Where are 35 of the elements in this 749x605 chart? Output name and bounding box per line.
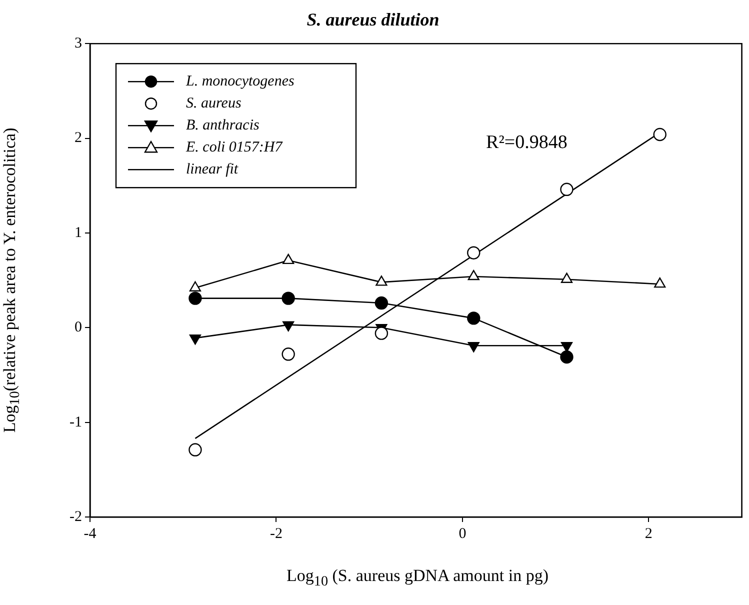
legend-label: linear fit [186, 162, 239, 178]
point [282, 348, 295, 361]
point [374, 326, 388, 340]
annotation: R²=0.9848 [486, 132, 568, 153]
point [282, 292, 295, 305]
x-axis-title: Log$_{10}$ (S. aureus gDNA amount in pg) [285, 566, 550, 590]
legend-label: S. aureus [186, 96, 242, 112]
y-tick-label: 1 [74, 224, 82, 241]
y-tick-label: 0 [74, 320, 82, 336]
point [560, 350, 574, 364]
point [560, 272, 573, 283]
legend-label: L. monocytogenes [185, 74, 294, 90]
legend-label: B. anthracis [186, 118, 260, 134]
point [188, 443, 202, 456]
point [282, 254, 294, 264]
point [653, 128, 666, 142]
point [376, 276, 388, 286]
point [467, 246, 480, 260]
point [467, 312, 480, 325]
point [189, 281, 202, 292]
x-tick-label: 0 [458, 526, 466, 542]
y-tick-label: -1 [70, 414, 82, 430]
x-tick-label: 2 [644, 526, 652, 542]
point [654, 277, 666, 288]
point [374, 296, 388, 310]
chart-title: S. aureus dilution [306, 9, 440, 30]
point [560, 182, 574, 196]
x-tick-label: -4 [84, 526, 97, 542]
y-tick-label: 2 [74, 130, 82, 146]
legend-label: E. coli 0157:H7 [185, 140, 284, 156]
x-tick-label: -2 [270, 526, 282, 542]
point [188, 292, 202, 305]
y-tick-label: -2 [70, 508, 82, 525]
y-tick-label: 3 [74, 36, 82, 52]
point [468, 270, 480, 280]
